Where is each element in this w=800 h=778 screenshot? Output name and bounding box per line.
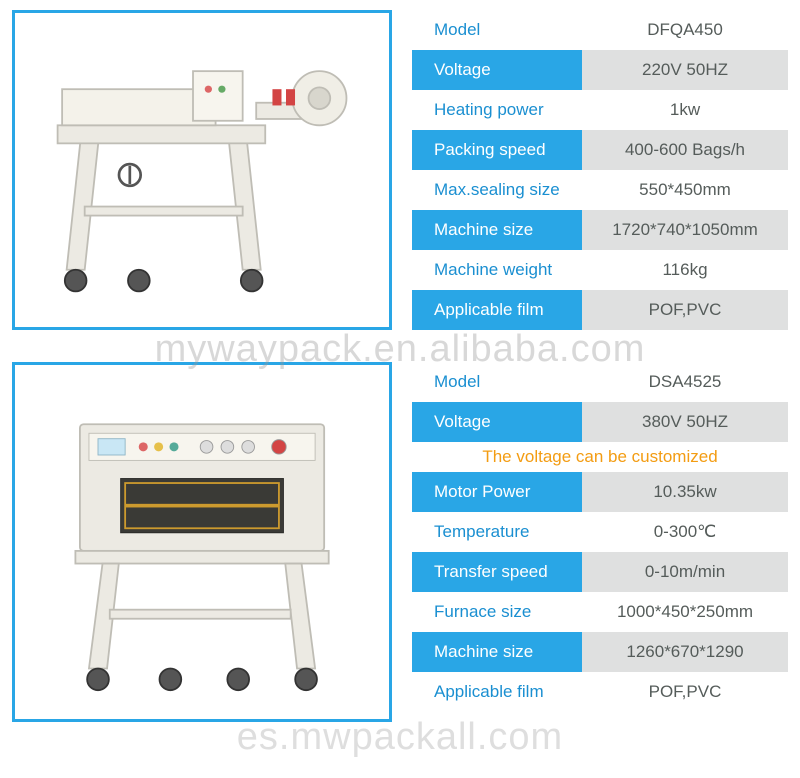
product2-image-box [12, 362, 392, 722]
spec-value: 116kg [582, 250, 788, 290]
product1-spec-table: ModelDFQA450Voltage220V 50HZHeating powe… [412, 10, 788, 330]
spec-value: 1720*740*1050mm [582, 210, 788, 250]
product1-block: ModelDFQA450Voltage220V 50HZHeating powe… [12, 10, 788, 330]
spec-label: Applicable film [412, 672, 582, 712]
spec-label: Model [412, 10, 582, 50]
product2-block: ModelDSA4525Voltage380V 50HZThe voltage … [12, 362, 788, 722]
spec-row: Max.sealing size550*450mm [412, 170, 788, 210]
spec-label: Temperature [412, 512, 582, 552]
spec-value: 400-600 Bags/h [582, 130, 788, 170]
spec-label: Furnace size [412, 592, 582, 632]
spec-value: 1000*450*250mm [582, 592, 788, 632]
spec-label: Machine weight [412, 250, 582, 290]
spec-label: Max.sealing size [412, 170, 582, 210]
spec-row: Applicable filmPOF,PVC [412, 672, 788, 712]
spec-value: POF,PVC [582, 290, 788, 330]
spec-label: Applicable film [412, 290, 582, 330]
shrink-tunnel-machine-icon [30, 379, 374, 705]
spec-row: Machine size1720*740*1050mm [412, 210, 788, 250]
spec-label: Heating power [412, 90, 582, 130]
spec-row: Voltage220V 50HZ [412, 50, 788, 90]
spec-row: Temperature0-300℃ [412, 512, 788, 552]
spec-value: 380V 50HZ [582, 402, 788, 442]
spec-label: Model [412, 362, 582, 402]
spec-row: Transfer speed0-10m/min [412, 552, 788, 592]
spec-label: Machine size [412, 210, 582, 250]
spec-value: DSA4525 [582, 362, 788, 402]
spec-row: Packing speed400-600 Bags/h [412, 130, 788, 170]
spec-row: Machine size1260*670*1290 [412, 632, 788, 672]
product1-image-box [12, 10, 392, 330]
spec-label: Voltage [412, 50, 582, 90]
spec-label: Voltage [412, 402, 582, 442]
spec-label: Transfer speed [412, 552, 582, 592]
spec-value: POF,PVC [582, 672, 788, 712]
spec-label: Machine size [412, 632, 582, 672]
page: ModelDFQA450Voltage220V 50HZHeating powe… [0, 0, 800, 778]
spec-label: Motor Power [412, 472, 582, 512]
spec-row: Machine weight116kg [412, 250, 788, 290]
spec-value: 10.35kw [582, 472, 788, 512]
spec-value: 0-300℃ [582, 512, 788, 552]
voltage-note: The voltage can be customized [412, 442, 788, 472]
sealer-machine-icon [30, 26, 374, 315]
spec-value: DFQA450 [582, 10, 788, 50]
spec-value: 1260*670*1290 [582, 632, 788, 672]
spec-row: Applicable filmPOF,PVC [412, 290, 788, 330]
product2-spec-table: ModelDSA4525Voltage380V 50HZThe voltage … [412, 362, 788, 722]
spec-value: 1kw [582, 90, 788, 130]
spec-row: Furnace size1000*450*250mm [412, 592, 788, 632]
spec-row: Motor Power10.35kw [412, 472, 788, 512]
watermark-2: es.mwpackall.com [0, 716, 800, 759]
spec-value: 220V 50HZ [582, 50, 788, 90]
spec-row: ModelDFQA450 [412, 10, 788, 50]
spec-row: Heating power1kw [412, 90, 788, 130]
spec-row: ModelDSA4525 [412, 362, 788, 402]
spec-value: 0-10m/min [582, 552, 788, 592]
spec-row: Voltage380V 50HZ [412, 402, 788, 442]
spec-label: Packing speed [412, 130, 582, 170]
spec-value: 550*450mm [582, 170, 788, 210]
